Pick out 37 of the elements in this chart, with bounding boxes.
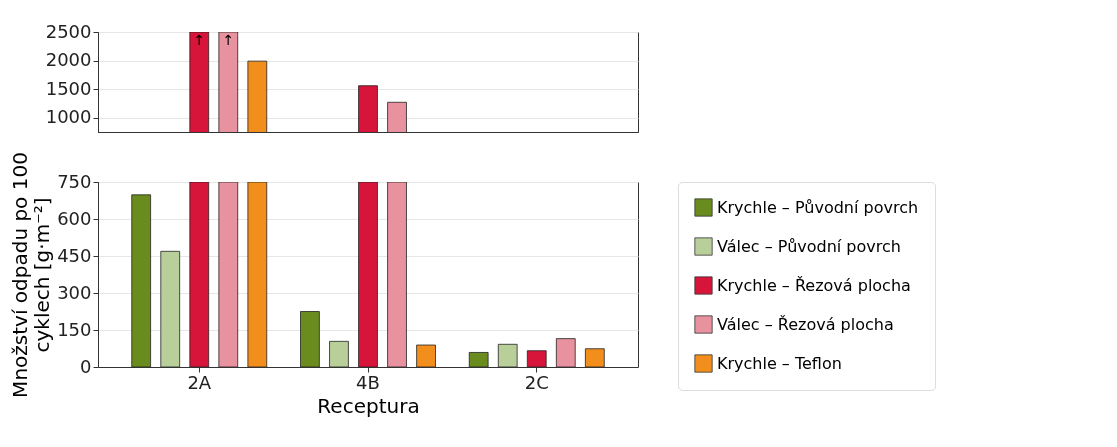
y-tick-label: 750	[57, 170, 92, 192]
bar	[555, 338, 576, 367]
legend-label: Krychle – Původní povrch	[717, 197, 919, 217]
x-tick-label: 2A	[187, 371, 212, 393]
y-tick-label: 600	[57, 207, 92, 229]
bar	[329, 340, 349, 367]
data-label: ↑	[222, 32, 235, 48]
bar	[387, 182, 407, 367]
legend-label: Krychle – Řezová plocha	[717, 275, 911, 295]
bar	[189, 182, 210, 367]
bar	[526, 350, 547, 367]
bar	[468, 352, 489, 367]
x-tick-label: 4B	[356, 371, 380, 393]
bar	[131, 194, 152, 367]
bar	[416, 344, 436, 367]
x-tick-label: 2C	[524, 371, 549, 393]
legend-label: Válec – Původní povrch	[717, 236, 901, 256]
y-axis-title: Množství odpadu po 100 cyklech [g·m⁻²]	[8, 152, 55, 398]
bar	[358, 182, 378, 367]
y-tick-label: 0	[80, 355, 92, 377]
y-tick-label: 150	[57, 318, 92, 340]
bar	[300, 311, 320, 367]
bar	[497, 343, 518, 367]
y-tick-label: 2500	[45, 20, 92, 42]
y-tick-label: 1000	[45, 106, 92, 128]
bar	[247, 182, 268, 367]
data-label: ↑	[193, 32, 206, 48]
bar	[160, 250, 181, 367]
bar	[218, 182, 239, 367]
y-tick-label: 1500	[45, 77, 92, 99]
bar	[584, 348, 605, 367]
legend-label: Válec – Řezová plocha	[717, 314, 894, 334]
y-tick-label: 450	[57, 244, 92, 266]
y-tick-label: 2000	[45, 49, 92, 71]
x-axis-title: Receptura	[317, 393, 420, 418]
y-tick-label: 300	[57, 281, 92, 303]
legend-label: Krychle – Teflon	[717, 353, 842, 373]
